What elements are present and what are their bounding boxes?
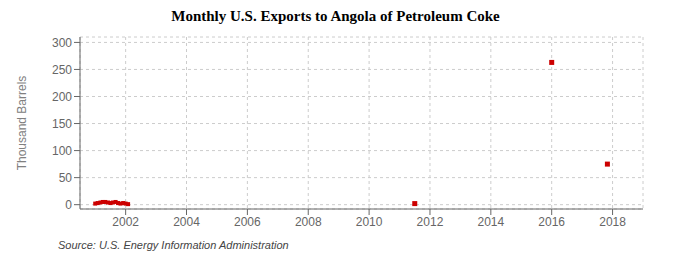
svg-text:300: 300 [52, 36, 72, 50]
svg-text:2016: 2016 [538, 215, 565, 229]
html-text:Source: U.S. Energy Informatio: Source: U.S. Energy Information Administ… [58, 239, 289, 251]
svg-text:2010: 2010 [356, 215, 383, 229]
svg-text:50: 50 [59, 171, 73, 185]
svg-text:2002: 2002 [112, 215, 139, 229]
html-text:Monthly U.S. Exports to Angola: Monthly U.S. Exports to Angola of Petrol… [171, 8, 500, 24]
svg-text:200: 200 [52, 90, 72, 104]
svg-text:2018: 2018 [599, 215, 626, 229]
svg-text:2012: 2012 [417, 215, 444, 229]
svg-text:0: 0 [65, 198, 72, 212]
svg-text:100: 100 [52, 144, 72, 158]
svg-text:250: 250 [52, 63, 72, 77]
svg-text:150: 150 [52, 117, 72, 131]
svg-text:2004: 2004 [173, 215, 200, 229]
svg-text:2006: 2006 [234, 215, 261, 229]
svg-text:Thousand Barrels: Thousand Barrels [15, 76, 29, 171]
svg-text:2008: 2008 [295, 215, 322, 229]
svg-text:2014: 2014 [477, 215, 504, 229]
